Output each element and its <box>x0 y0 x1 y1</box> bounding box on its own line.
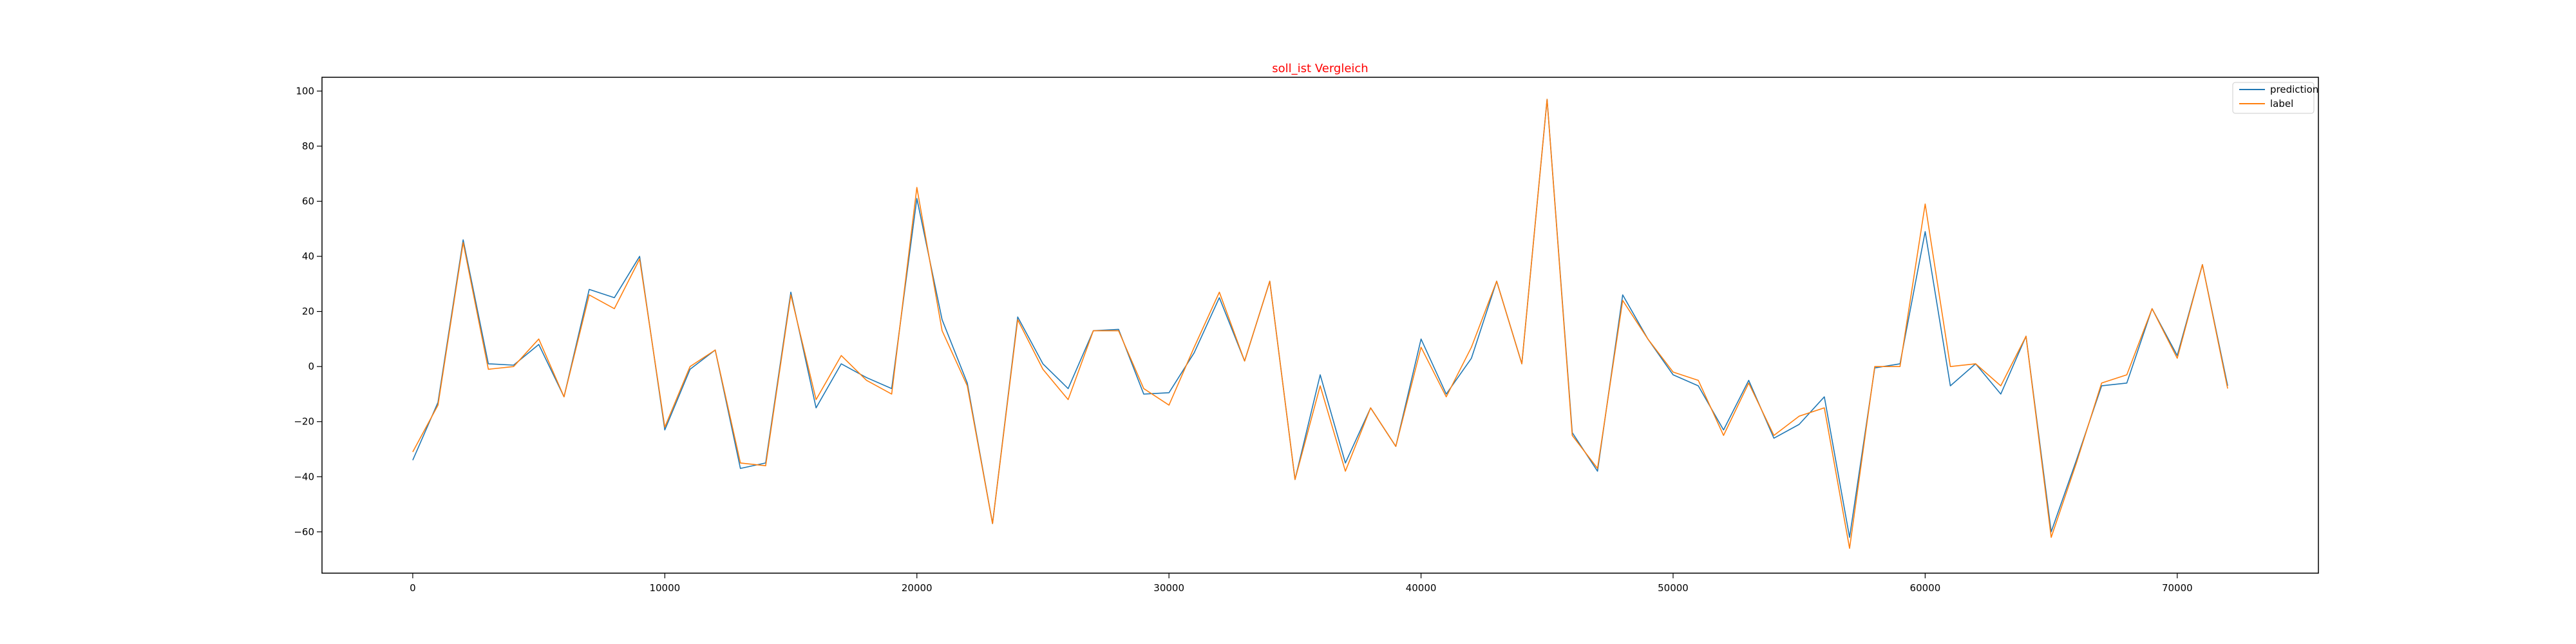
legend-prediction-label: prediction <box>2270 84 2318 95</box>
y-tick-label: 80 <box>302 140 314 152</box>
x-tick-label: 10000 <box>649 582 680 594</box>
y-tick-label: −60 <box>294 526 314 538</box>
x-tick-label: 40000 <box>1406 582 1437 594</box>
series-layer <box>412 99 2228 549</box>
x-tick-label: 50000 <box>1658 582 1689 594</box>
y-tick-label: 100 <box>296 85 314 97</box>
x-tick-label: 20000 <box>902 582 933 594</box>
legend-label-label: label <box>2270 98 2293 109</box>
y-tick-label: 0 <box>308 361 314 372</box>
x-tick-label: 0 <box>410 582 416 594</box>
chart-title: soll_ist Vergleich <box>1272 62 1368 75</box>
y-tick-label: 20 <box>302 306 314 317</box>
legend: prediction label <box>2232 82 2318 114</box>
x-axis: 0 10000 20000 30000 40000 50000 60000 70000 <box>410 573 2193 594</box>
y-tick-label: −20 <box>294 416 314 428</box>
x-tick-label: 70000 <box>2162 582 2193 594</box>
series-line-label <box>412 99 2228 549</box>
y-tick-label: 40 <box>302 251 314 262</box>
y-tick-label: −40 <box>294 471 314 482</box>
y-axis: −60 −40 −20 0 20 40 60 80 100 <box>294 85 322 538</box>
x-tick-label: 30000 <box>1153 582 1184 594</box>
x-tick-label: 60000 <box>1910 582 1941 594</box>
y-tick-label: 60 <box>302 196 314 207</box>
plot-frame <box>321 77 2319 574</box>
